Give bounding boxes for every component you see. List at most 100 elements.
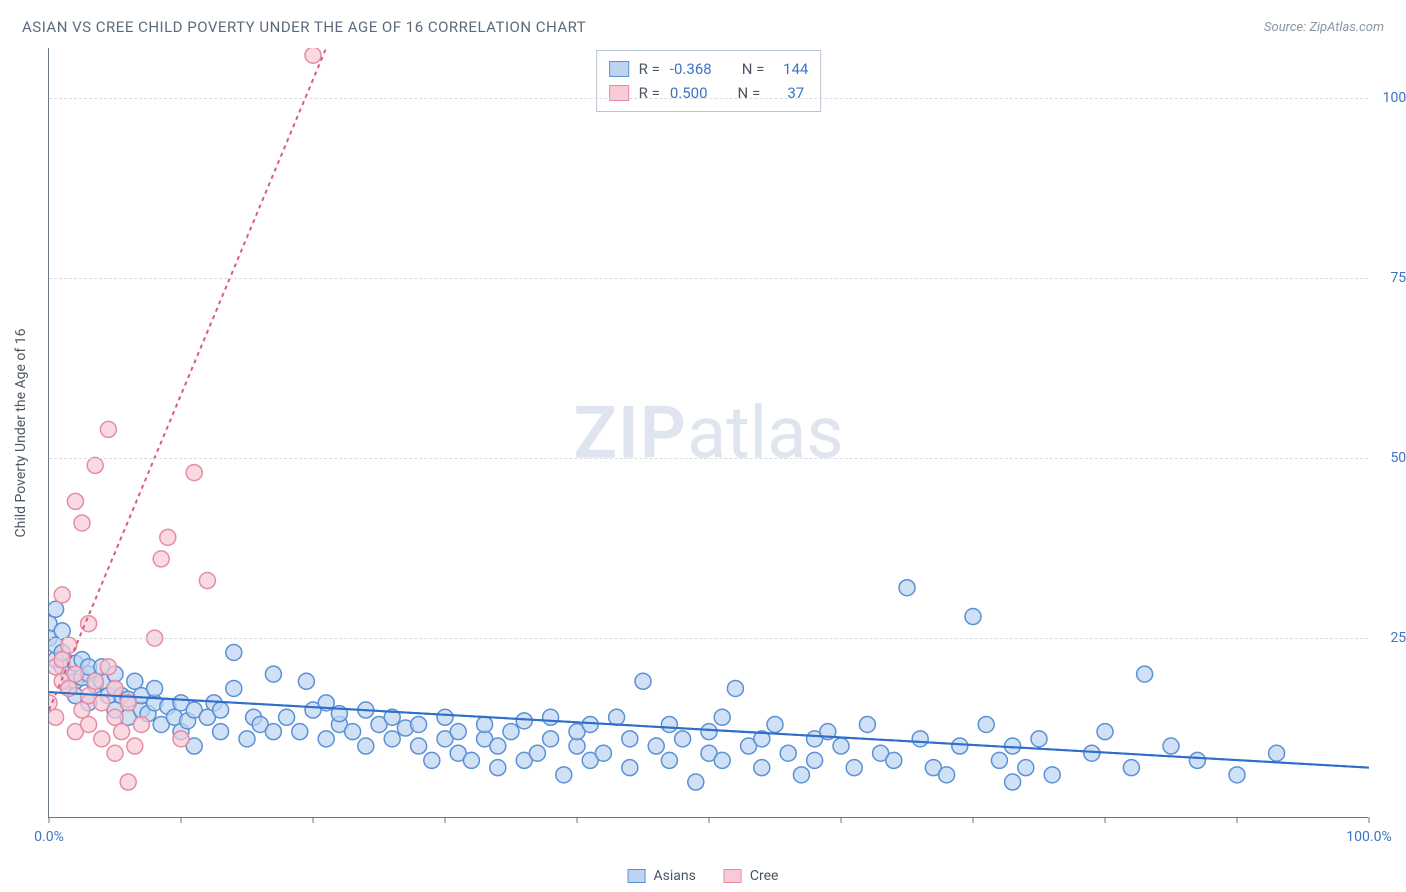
scatter-point xyxy=(213,702,229,718)
scatter-point xyxy=(279,709,295,725)
scatter-point xyxy=(1018,760,1034,776)
scatter-point xyxy=(147,680,163,696)
scatter-point xyxy=(952,738,968,754)
scatter-point xyxy=(1269,745,1285,761)
bottom-legend: Asians Cree xyxy=(628,868,779,884)
source-attribution: Source: ZipAtlas.com xyxy=(1264,20,1384,35)
stats-row: R =0.500N =37 xyxy=(609,81,809,105)
scatter-point xyxy=(569,738,585,754)
x-tick-label: 100.0% xyxy=(1346,829,1391,845)
scatter-point xyxy=(114,724,130,740)
scatter-point xyxy=(595,745,611,761)
chart-title: ASIAN VS CREE CHILD POVERTY UNDER THE AG… xyxy=(22,18,586,36)
scatter-point xyxy=(265,666,281,682)
scatter-point xyxy=(81,616,97,632)
scatter-point xyxy=(1189,752,1205,768)
scatter-point xyxy=(516,713,532,729)
legend-swatch xyxy=(724,869,742,883)
scatter-point xyxy=(384,731,400,747)
scatter-point xyxy=(424,752,440,768)
scatter-point xyxy=(127,738,143,754)
title-bar: ASIAN VS CREE CHILD POVERTY UNDER THE AG… xyxy=(22,18,1384,36)
scatter-point xyxy=(991,752,1007,768)
scatter-point xyxy=(661,716,677,732)
x-tick-mark xyxy=(577,817,578,823)
scatter-point xyxy=(87,673,103,689)
stat-n-label: N = xyxy=(738,81,761,105)
scatter-point xyxy=(859,716,875,732)
x-tick-mark xyxy=(445,817,446,823)
scatter-point xyxy=(411,716,427,732)
scatter-point xyxy=(213,724,229,740)
y-tick-label: 50.0% xyxy=(1390,450,1406,466)
scatter-point xyxy=(793,767,809,783)
scatter-point xyxy=(1044,767,1060,783)
scatter-point xyxy=(239,731,255,747)
scatter-point xyxy=(648,738,664,754)
scatter-point xyxy=(622,731,638,747)
gridline-h xyxy=(49,278,1368,279)
scatter-point xyxy=(1229,767,1245,783)
scatter-point xyxy=(67,666,83,682)
x-tick-mark xyxy=(313,817,314,823)
scatter-point xyxy=(318,731,334,747)
scatter-point xyxy=(912,731,928,747)
scatter-point xyxy=(899,580,915,596)
scatter-point xyxy=(939,767,955,783)
source-prefix: Source: xyxy=(1264,20,1309,35)
x-tick-label: 0.0% xyxy=(34,829,64,845)
scatter-point xyxy=(74,515,90,531)
trend-line xyxy=(49,48,326,710)
scatter-point xyxy=(265,724,281,740)
scatter-point xyxy=(727,680,743,696)
scatter-point xyxy=(965,609,981,625)
gridline-h xyxy=(49,98,1368,99)
x-tick-mark xyxy=(841,817,842,823)
scatter-point xyxy=(107,709,123,725)
scatter-point xyxy=(846,760,862,776)
scatter-point xyxy=(556,767,572,783)
y-tick-label: 100.0% xyxy=(1383,90,1406,106)
x-tick-mark xyxy=(181,817,182,823)
scatter-point xyxy=(833,738,849,754)
scatter-point xyxy=(635,673,651,689)
scatter-point xyxy=(529,745,545,761)
scatter-point xyxy=(153,551,169,567)
scatter-point xyxy=(49,709,64,725)
scatter-point xyxy=(1123,760,1139,776)
scatter-point xyxy=(127,673,143,689)
scatter-point xyxy=(107,680,123,696)
legend-item: Asians xyxy=(628,868,696,884)
x-tick-mark xyxy=(1105,817,1106,823)
scatter-point xyxy=(437,709,453,725)
scatter-point xyxy=(714,709,730,725)
scatter-point xyxy=(100,421,116,437)
stat-r-value: -0.368 xyxy=(670,57,712,81)
scatter-point xyxy=(978,716,994,732)
legend-swatch xyxy=(628,869,646,883)
scatter-point xyxy=(1084,745,1100,761)
scatter-point xyxy=(463,752,479,768)
scatter-point xyxy=(305,48,321,63)
scatter-point xyxy=(67,493,83,509)
legend-swatch xyxy=(609,61,629,77)
scatter-point xyxy=(886,752,902,768)
scatter-point xyxy=(292,724,308,740)
scatter-point xyxy=(780,745,796,761)
scatter-point xyxy=(120,774,136,790)
scatter-point xyxy=(226,680,242,696)
stat-n-label: N = xyxy=(742,57,765,81)
scatter-point xyxy=(503,724,519,740)
scatter-point xyxy=(477,716,493,732)
scatter-point xyxy=(54,623,70,639)
chart-svg xyxy=(49,48,1369,818)
legend-item: Cree xyxy=(724,868,779,884)
scatter-point xyxy=(807,752,823,768)
scatter-point xyxy=(767,716,783,732)
scatter-point xyxy=(701,724,717,740)
source-name: ZipAtlas.com xyxy=(1309,20,1384,35)
y-tick-label: 25.0% xyxy=(1390,630,1406,646)
scatter-point xyxy=(622,760,638,776)
scatter-point xyxy=(714,752,730,768)
scatter-point xyxy=(160,529,176,545)
